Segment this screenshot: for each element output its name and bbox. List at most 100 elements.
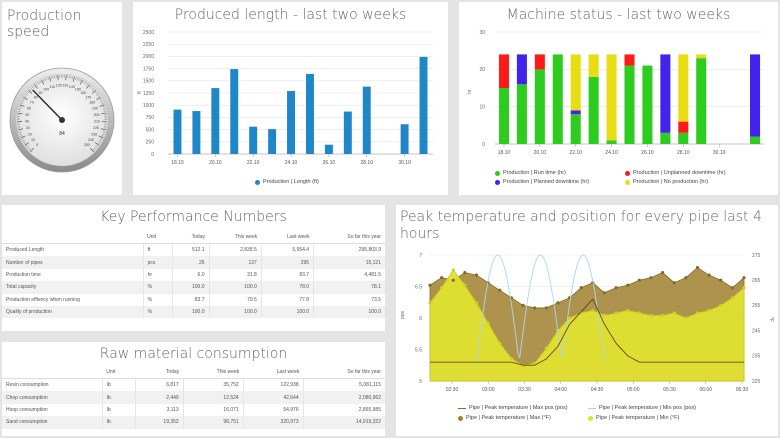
max-temperature-point[interactable]: [660, 271, 665, 275]
max-temperature-point[interactable]: [637, 278, 641, 282]
min-temperature-point[interactable]: [474, 301, 479, 305]
length-bar[interactable]: [287, 91, 296, 154]
max-temperature-point[interactable]: [451, 278, 455, 282]
min-temperature-point[interactable]: [742, 286, 746, 290]
status-bar-segment[interactable]: [534, 54, 545, 70]
length-bar[interactable]: [211, 88, 220, 154]
length-bar[interactable]: [324, 144, 333, 154]
max-temperature-point[interactable]: [579, 286, 583, 290]
status-bar-segment[interactable]: [624, 54, 635, 66]
min-temperature-point[interactable]: [602, 313, 607, 318]
status-bar-segment[interactable]: [660, 54, 671, 133]
min-temperature-point[interactable]: [660, 313, 665, 318]
max-temperature-point[interactable]: [626, 283, 630, 287]
status-bar-segment[interactable]: [588, 54, 599, 77]
y-tick-label: 2250: [143, 42, 154, 48]
min-temperature-point[interactable]: [707, 308, 711, 313]
machine-legend-unplanned[interactable]: Production | Unplanned downtime (hr): [625, 170, 726, 176]
max-temperature-point[interactable]: [707, 273, 711, 277]
max-temperature-point[interactable]: [533, 306, 537, 310]
status-bar-segment[interactable]: [696, 58, 707, 145]
max-temperature-point[interactable]: [440, 276, 444, 280]
min-temperature-point[interactable]: [614, 311, 618, 315]
min-temperature-point[interactable]: [591, 308, 595, 313]
temp-legend-min[interactable]: Pipe | Peak temperature | Min (°F): [588, 415, 679, 421]
length-bar[interactable]: [173, 109, 182, 154]
machine-legend-planned[interactable]: Production | Planned downtime (hr): [495, 179, 589, 185]
max-temperature-point[interactable]: [556, 301, 560, 305]
machine-legend-run[interactable]: Production | Run time (hr): [495, 170, 566, 176]
status-bar-segment[interactable]: [588, 76, 599, 144]
status-bar-segment[interactable]: [696, 54, 707, 59]
max-temperature-point[interactable]: [614, 286, 618, 290]
max-temperature-point[interactable]: [474, 273, 479, 277]
status-bar-segment[interactable]: [570, 110, 581, 115]
min-temperature-point[interactable]: [649, 313, 653, 318]
min-temperature-point[interactable]: [730, 296, 734, 300]
max-temperature-point[interactable]: [649, 276, 653, 280]
min-temperature-point[interactable]: [533, 361, 537, 365]
max-temperature-point[interactable]: [463, 271, 467, 275]
gauge-tick-label: 30: [26, 126, 30, 130]
gauge-tick: [17, 112, 23, 115]
min-temperature-point[interactable]: [544, 346, 548, 350]
max-temperature-point[interactable]: [719, 278, 723, 282]
min-temperature-point[interactable]: [695, 311, 700, 315]
status-bar-segment[interactable]: [750, 54, 761, 137]
max-temperature-point[interactable]: [672, 281, 676, 285]
min-temperature-point[interactable]: [672, 311, 676, 315]
max-temperature-point[interactable]: [521, 303, 525, 307]
status-bar-segment[interactable]: [552, 54, 563, 144]
max-temperature-point[interactable]: [498, 288, 502, 292]
temp-legend-max[interactable]: Pipe | Peak temperature | Max (°F): [458, 415, 551, 421]
temp-legend-minpos[interactable]: Pipe | Peak temperature | Min pos (pos): [588, 405, 696, 411]
status-bar-segment[interactable]: [624, 65, 635, 144]
min-temperature-point[interactable]: [463, 283, 467, 287]
max-temperature-point[interactable]: [684, 276, 688, 280]
status-bar-segment[interactable]: [534, 69, 545, 144]
max-temperature-point[interactable]: [544, 306, 548, 310]
max-temperature-point[interactable]: [730, 286, 734, 290]
max-temperature-point[interactable]: [742, 276, 746, 280]
status-bar-segment[interactable]: [750, 136, 761, 144]
max-temperature-point[interactable]: [695, 266, 700, 270]
status-bar-segment[interactable]: [606, 54, 617, 141]
temp-legend-maxpos[interactable]: Pipe | Peak temperature | Max pos (pos): [458, 405, 568, 411]
min-temperature-point[interactable]: [428, 301, 432, 305]
status-bar-segment[interactable]: [516, 84, 527, 144]
status-bar-segment[interactable]: [678, 121, 689, 133]
status-bar-segment[interactable]: [678, 54, 689, 122]
status-bar-segment[interactable]: [642, 65, 653, 144]
max-temperature-point[interactable]: [428, 283, 432, 287]
status-bar-segment[interactable]: [678, 132, 689, 144]
min-temperature-point[interactable]: [451, 268, 455, 272]
status-bar-segment[interactable]: [498, 54, 509, 88]
status-bar-segment[interactable]: [570, 54, 581, 111]
status-bar-segment[interactable]: [606, 140, 617, 144]
min-temperature-point[interactable]: [498, 341, 502, 345]
status-bar-segment[interactable]: [498, 88, 509, 144]
length-bar[interactable]: [268, 129, 277, 154]
machine-legend-noprod[interactable]: Production | No production (hr): [625, 179, 708, 185]
length-bar[interactable]: [400, 124, 409, 154]
length-bar[interactable]: [249, 126, 258, 154]
min-temperature-point[interactable]: [440, 286, 444, 290]
min-temperature-point[interactable]: [637, 311, 641, 315]
min-temperature-point[interactable]: [626, 308, 630, 313]
status-bar-segment[interactable]: [516, 54, 527, 85]
min-temperature-point[interactable]: [509, 356, 514, 360]
length-bar[interactable]: [362, 86, 371, 154]
status-bar-segment[interactable]: [570, 114, 581, 144]
length-bar[interactable]: [305, 73, 314, 154]
length-bar[interactable]: [192, 111, 201, 154]
length-bar[interactable]: [230, 69, 239, 154]
min-temperature-point[interactable]: [684, 316, 688, 320]
status-bar-segment[interactable]: [660, 132, 671, 144]
length-legend-item[interactable]: Production | Length (ft): [255, 179, 319, 185]
min-temperature-point[interactable]: [719, 303, 723, 307]
max-temperature-point[interactable]: [602, 291, 607, 295]
length-bar[interactable]: [419, 56, 428, 154]
length-bar[interactable]: [343, 111, 352, 154]
min-temperature-point[interactable]: [567, 316, 572, 320]
min-temperature-point[interactable]: [486, 321, 490, 325]
